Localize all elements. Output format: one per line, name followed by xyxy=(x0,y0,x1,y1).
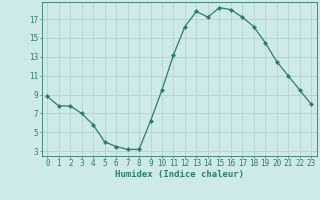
X-axis label: Humidex (Indice chaleur): Humidex (Indice chaleur) xyxy=(115,170,244,179)
